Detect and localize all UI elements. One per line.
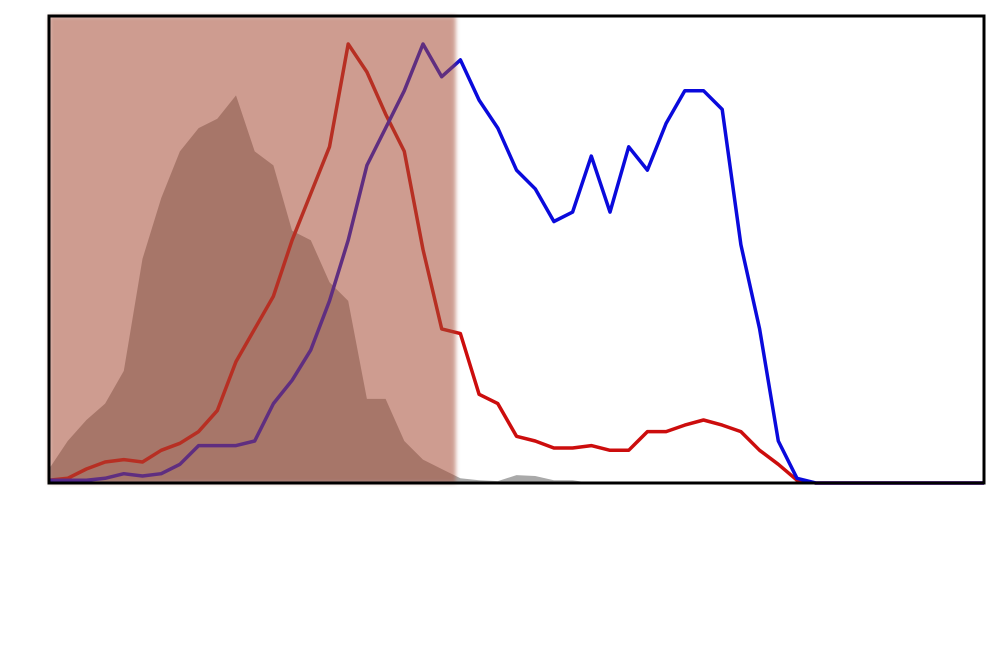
shaded-region <box>49 16 456 483</box>
plot-frame <box>47 14 986 485</box>
